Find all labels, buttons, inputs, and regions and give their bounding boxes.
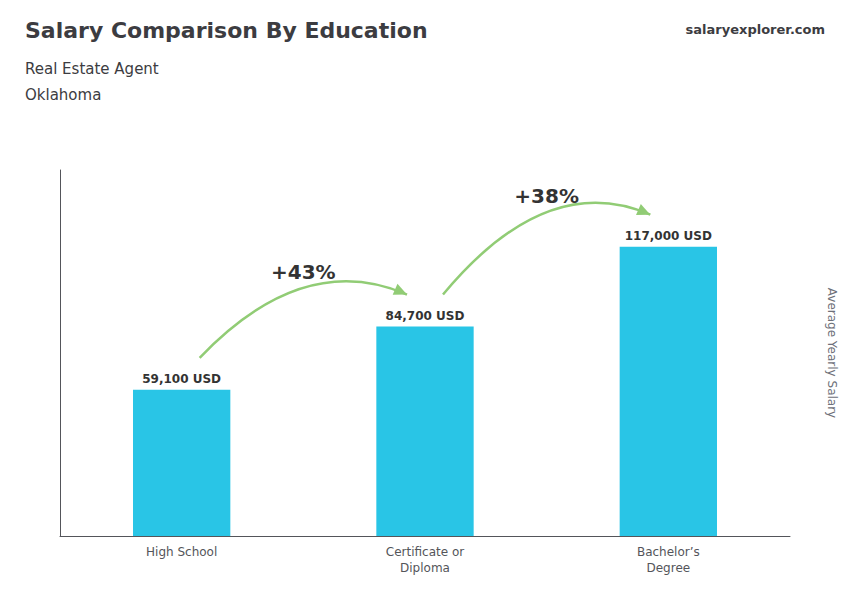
svg-text:Degree: Degree — [646, 561, 690, 575]
svg-text:Diploma: Diploma — [400, 561, 450, 575]
svg-text:84,700 USD: 84,700 USD — [386, 309, 465, 323]
svg-text:Average Yearly Salary: Average Yearly Salary — [825, 288, 839, 418]
svg-text:Salary Comparison By Education: Salary Comparison By Education — [25, 18, 428, 43]
svg-text:Real Estate Agent: Real Estate Agent — [25, 60, 159, 78]
svg-text:salaryexplorer.com: salaryexplorer.com — [686, 22, 825, 37]
svg-text:Oklahoma: Oklahoma — [25, 86, 101, 104]
svg-text:Bachelor’s: Bachelor’s — [637, 545, 700, 559]
svg-text:59,100 USD: 59,100 USD — [142, 372, 221, 386]
svg-text:High School: High School — [146, 545, 217, 559]
svg-text:117,000 USD: 117,000 USD — [625, 229, 712, 243]
svg-text:Certificate or: Certificate or — [386, 545, 464, 559]
svg-text:+43%: +43% — [271, 260, 336, 284]
svg-text:+38%: +38% — [514, 184, 579, 208]
